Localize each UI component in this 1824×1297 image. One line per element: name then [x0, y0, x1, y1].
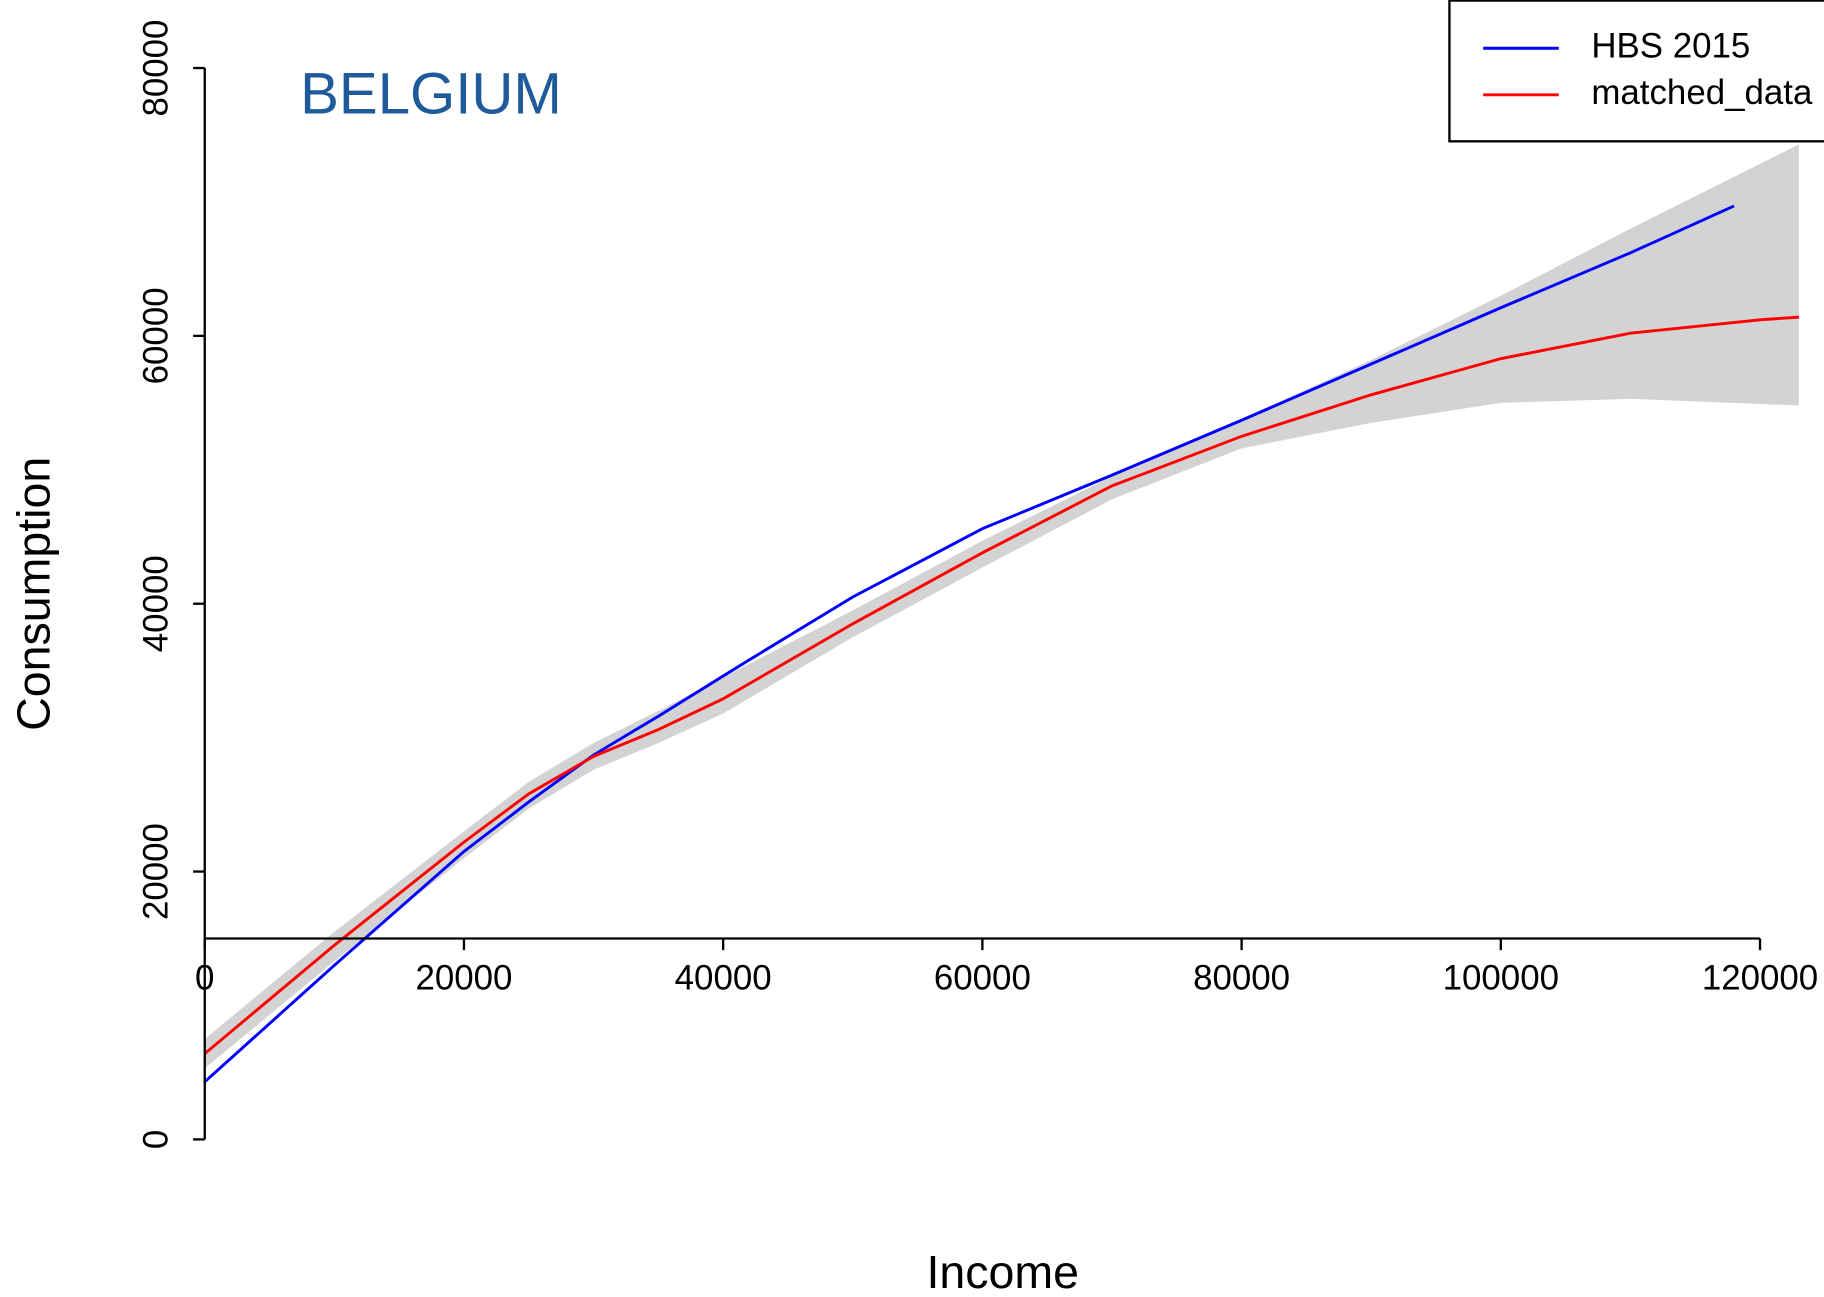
y-tick-label: 60000	[136, 287, 175, 384]
x-tick-label: 100000	[1443, 959, 1559, 998]
x-tick-label: 60000	[934, 959, 1031, 998]
x-axis-label: Income	[926, 1246, 1079, 1297]
series-line	[203, 204, 1735, 1083]
chart-title: BELGIUM	[300, 62, 562, 127]
y-tick-label: 80000	[136, 20, 175, 117]
y-tick-label: 20000	[136, 823, 175, 920]
x-tick-label: 120000	[1702, 959, 1818, 998]
series-line	[203, 315, 1800, 1055]
legend-label: matched_data	[1591, 73, 1813, 112]
legend-label: HBS 2015	[1591, 26, 1750, 65]
y-tick-label: 40000	[136, 555, 175, 652]
x-tick-label: 40000	[675, 959, 772, 998]
y-axis-label: Consumption	[8, 457, 60, 731]
x-tick-label: 20000	[415, 959, 512, 998]
y-tick-label: 0	[136, 1130, 175, 1149]
x-tick-label: 0	[195, 959, 214, 998]
x-tick-label: 80000	[1193, 959, 1290, 998]
legend-box	[1448, 0, 1824, 143]
confidence-band	[204, 144, 1799, 1069]
